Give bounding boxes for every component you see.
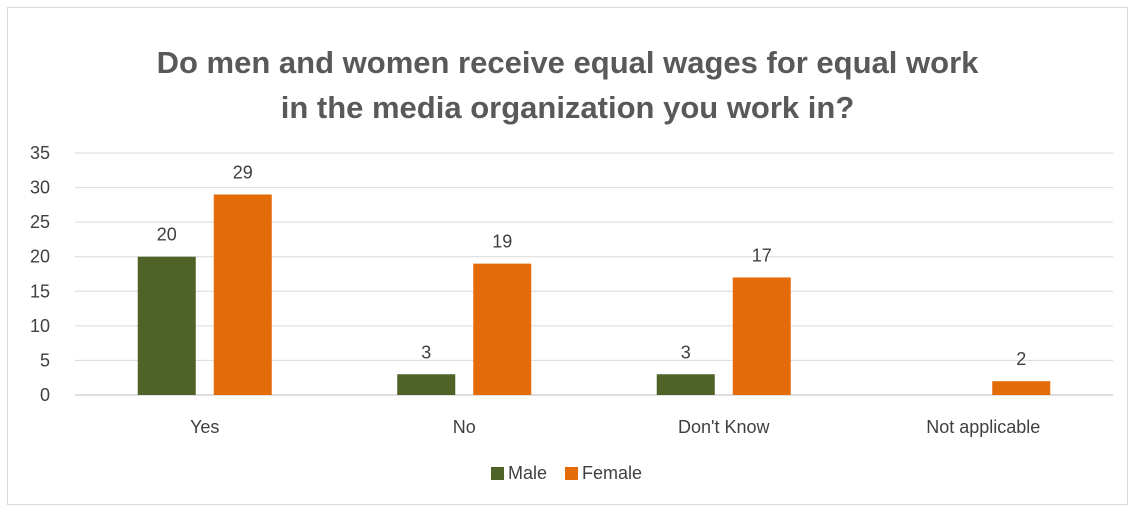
- x-category-label: Yes: [190, 417, 219, 437]
- bar-male: [656, 374, 715, 395]
- x-axis-category-labels: Yes No Don't Know Not applicable: [190, 417, 1040, 437]
- legend-label-female: Female: [582, 463, 642, 483]
- legend-swatch-female: [565, 467, 578, 480]
- y-tick-label: 25: [30, 212, 50, 232]
- data-label-female: 2: [1016, 349, 1026, 369]
- chart-title: Do men and women receive equal wages for…: [0, 40, 1135, 130]
- chart-title-line-1: Do men and women receive equal wages for…: [156, 45, 979, 80]
- data-label-female: 19: [492, 232, 512, 252]
- legend: Male Female: [491, 463, 642, 483]
- y-tick-label: 5: [40, 350, 50, 370]
- data-label-female: 17: [752, 245, 772, 265]
- data-label-male: 3: [421, 342, 431, 362]
- data-label-female: 29: [233, 162, 253, 182]
- chart-title-line-2: in the media organization you work in?: [280, 90, 855, 125]
- bar-female: [992, 381, 1051, 395]
- data-label-male: 20: [157, 225, 177, 245]
- bar-male: [137, 256, 196, 395]
- bar-male: [397, 374, 456, 395]
- legend-swatch-male: [491, 467, 504, 480]
- legend-label-male: Male: [508, 463, 547, 483]
- bar-female: [213, 194, 272, 395]
- bars: [137, 194, 1051, 395]
- y-tick-label: 0: [40, 385, 50, 405]
- y-tick-label: 30: [30, 178, 50, 198]
- y-tick-label: 35: [30, 143, 50, 163]
- x-category-label: No: [453, 417, 476, 437]
- bar-female: [732, 277, 791, 395]
- x-category-label: Don't Know: [678, 417, 770, 437]
- data-labels: 20 29 3 19 3 17 2: [157, 162, 1027, 369]
- y-tick-label: 10: [30, 316, 50, 336]
- y-axis-tick-labels: 0 5 10 15 20 25 30 35: [30, 143, 50, 405]
- data-label-male: 3: [681, 342, 691, 362]
- chart-frame: [7, 7, 1128, 505]
- y-tick-label: 15: [30, 281, 50, 301]
- bar-female: [473, 263, 532, 395]
- x-category-label: Not applicable: [926, 417, 1040, 437]
- y-tick-label: 20: [30, 247, 50, 267]
